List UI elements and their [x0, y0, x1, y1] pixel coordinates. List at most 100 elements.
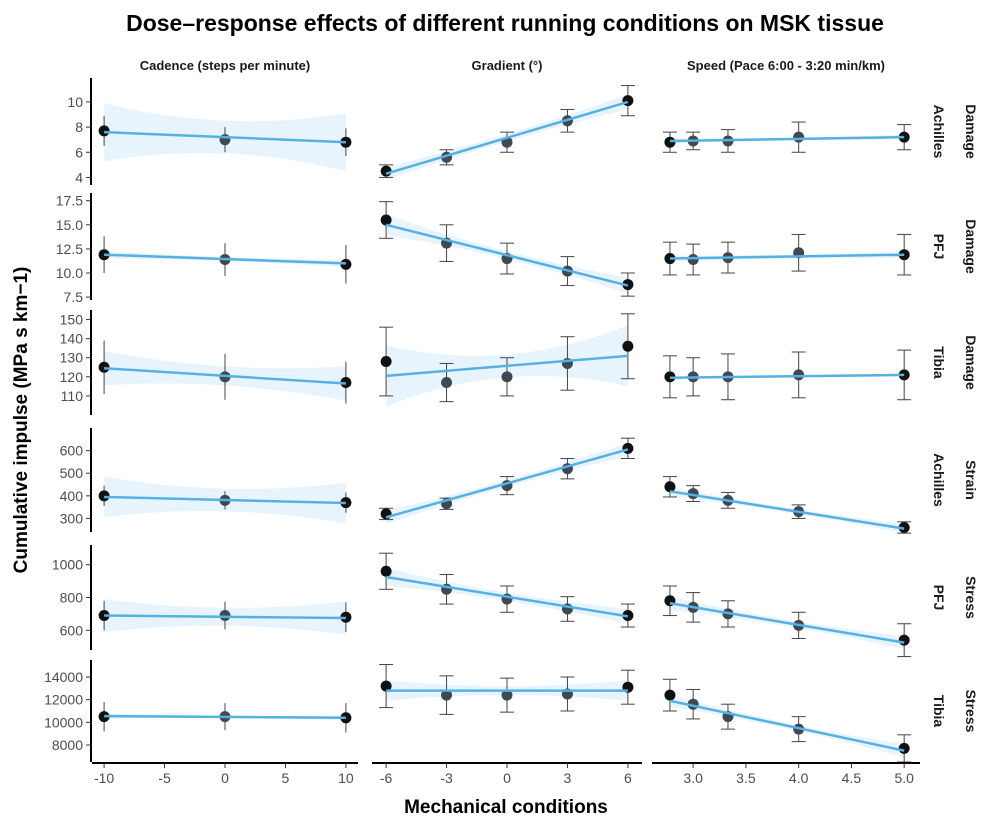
column-strip-label: Cadence (steps per minute) — [140, 58, 311, 73]
data-point — [98, 125, 110, 137]
y-tick-label: 120 — [60, 369, 84, 385]
data-point — [664, 689, 676, 701]
y-tick-label: 12.5 — [56, 241, 83, 257]
x-tick-label: 5 — [282, 770, 290, 786]
y-tick-label: 8 — [75, 119, 83, 135]
column-strip-label: Speed (Pace 6:00 - 3:20 min/km) — [687, 58, 885, 73]
column-strip-label: Gradient (°) — [472, 58, 543, 73]
data-point — [98, 490, 110, 502]
row-strip-measure: Stress — [963, 690, 979, 733]
y-tick-label: 110 — [61, 388, 84, 404]
data-point — [380, 214, 392, 226]
fit-line — [385, 448, 629, 519]
y-tick-label: 7.5 — [64, 289, 84, 305]
x-tick-label: 3.0 — [683, 770, 703, 786]
data-point — [380, 165, 392, 177]
fit-line — [104, 614, 346, 620]
row-strip-measure: Damage — [963, 219, 979, 274]
data-point — [98, 361, 110, 373]
y-tick-label: 500 — [60, 465, 84, 481]
data-point — [441, 377, 453, 389]
row-strip-measure: Stress — [963, 576, 979, 619]
data-point — [898, 742, 910, 754]
x-tick-label: 0 — [221, 770, 229, 786]
data-point — [622, 95, 634, 107]
y-tick-label: 600 — [60, 443, 84, 459]
y-tick-label: 17.5 — [56, 193, 83, 209]
y-tick-label: 800 — [60, 590, 84, 606]
chart-title: Dose–response effects of different runni… — [126, 10, 884, 36]
y-tick-label: 400 — [60, 488, 84, 504]
fit-line — [669, 490, 905, 530]
data-point — [380, 508, 392, 520]
fit-line — [104, 495, 346, 505]
data-point — [501, 371, 513, 383]
data-point — [622, 442, 634, 454]
row-strip-tissue: Achilles — [931, 105, 947, 159]
data-point — [664, 481, 676, 493]
x-tick-label: 6 — [624, 770, 632, 786]
x-tick-label: 4.0 — [789, 770, 809, 786]
fit-line — [385, 100, 629, 175]
y-tick-label: 150 — [60, 312, 84, 328]
y-tick-label: 14000 — [44, 669, 83, 685]
x-tick-label: 3 — [564, 770, 572, 786]
y-axis-label: Cumulative impulse (MPa s km−1) — [11, 267, 32, 574]
row-strip-measure: Strain — [963, 460, 979, 500]
data-point — [793, 131, 805, 143]
x-tick-label: 0 — [503, 770, 511, 786]
data-point — [380, 680, 392, 692]
x-tick-label: 3.5 — [736, 770, 756, 786]
data-point — [441, 689, 453, 701]
x-axis-label: Mechanical conditions — [404, 797, 608, 818]
y-tick-label: 12000 — [44, 692, 83, 708]
fit-line — [669, 135, 905, 143]
y-tick-label: 10000 — [44, 714, 83, 730]
data-point — [898, 634, 910, 646]
y-tick-label: 10 — [67, 94, 83, 110]
x-tick-label: -5 — [158, 770, 171, 786]
data-point — [380, 356, 392, 368]
fit-line — [104, 130, 346, 144]
row-strip-tissue: PFJ — [931, 234, 947, 260]
y-tick-label: 1000 — [52, 557, 83, 573]
y-tick-label: 8000 — [52, 737, 83, 753]
y-tick-label: 10.0 — [56, 265, 83, 281]
x-tick-label: -10 — [94, 770, 114, 786]
x-tick-label: 5.0 — [894, 770, 914, 786]
data-point — [501, 689, 513, 701]
fit-line — [385, 223, 629, 287]
fit-line — [669, 373, 905, 380]
fit-line — [385, 575, 629, 618]
x-tick-label: 4.5 — [842, 770, 862, 786]
y-tick-label: 130 — [60, 350, 84, 366]
fit-line — [669, 699, 905, 752]
y-tick-label: 6 — [75, 144, 83, 160]
data-point — [340, 258, 352, 270]
x-tick-label: -6 — [380, 770, 393, 786]
data-point — [664, 136, 676, 148]
row-strip-tissue: Tibia — [931, 695, 947, 728]
y-tick-label: 300 — [60, 510, 84, 526]
y-tick-label: 15.0 — [56, 217, 83, 233]
fit-line — [104, 714, 346, 720]
data-point — [380, 565, 392, 577]
row-strip-tissue: Tibia — [931, 346, 947, 379]
fit-line — [104, 253, 346, 265]
data-point — [622, 340, 634, 352]
row-strip-measure: Damage — [963, 104, 979, 159]
fit-line — [669, 253, 905, 260]
data-point — [687, 254, 699, 266]
data-point — [793, 369, 805, 381]
y-tick-label: 4 — [75, 169, 83, 185]
fit-line — [669, 602, 905, 644]
fit-line — [386, 354, 628, 378]
row-strip-measure: Damage — [963, 335, 979, 390]
x-tick-label: -3 — [440, 770, 453, 786]
y-tick-label: 140 — [60, 331, 84, 347]
x-tick-label: 10 — [338, 770, 354, 786]
fit-line — [104, 366, 346, 385]
y-tick-label: 600 — [60, 622, 84, 638]
row-strip-tissue: PFJ — [931, 585, 947, 611]
